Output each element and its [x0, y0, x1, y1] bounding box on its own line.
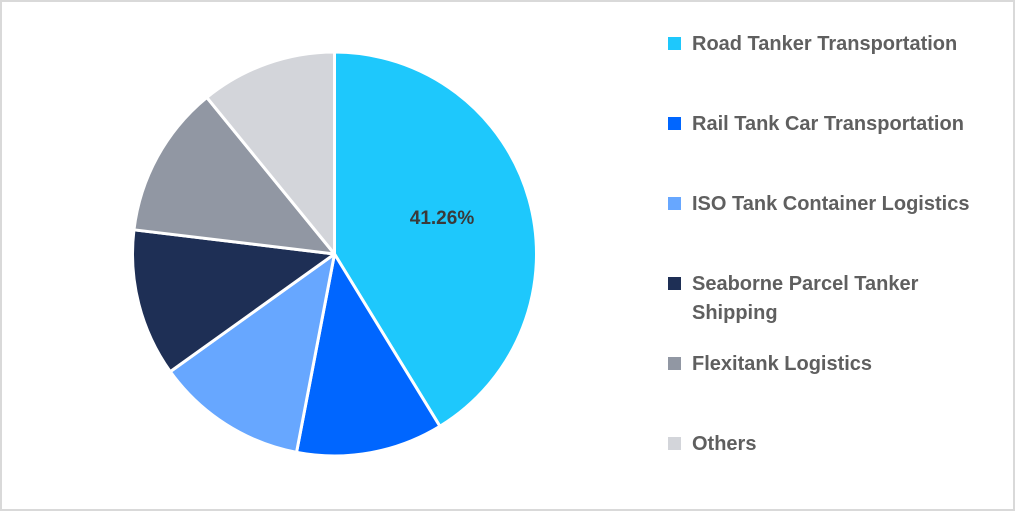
legend-item-road-tanker[interactable]: Road Tanker Transportation: [668, 30, 992, 59]
legend-item-rail-tank-car[interactable]: Rail Tank Car Transportation: [668, 110, 992, 139]
legend-label: Seaborne Parcel Tanker Shipping: [692, 273, 919, 324]
legend-swatch-icon: [668, 437, 681, 450]
legend-item-seaborne-parcel[interactable]: Seaborne Parcel Tanker Shipping: [668, 270, 952, 328]
pie-slice-iso-tank-container-logistics[interactable]: [168, 252, 336, 454]
pie-slice-rail-tank-car-transportation[interactable]: [295, 252, 442, 458]
legend-swatch-icon: [668, 357, 681, 370]
legend-item-others[interactable]: Others: [668, 430, 992, 459]
legend-label: Rail Tank Car Transportation: [692, 113, 964, 135]
pie-slice-road-tanker-transportation[interactable]: [333, 50, 538, 428]
legend-item-flexitank[interactable]: Flexitank Logistics: [668, 350, 992, 379]
pie-slice-flexitank-logistics[interactable]: [132, 95, 336, 256]
pie-slice-seaborne-parcel-tanker-shipping[interactable]: [131, 228, 336, 374]
legend-label: Others: [692, 433, 757, 455]
legend-item-iso-tank[interactable]: ISO Tank Container Logistics: [668, 190, 992, 219]
legend-swatch-icon: [668, 277, 681, 290]
legend-label: ISO Tank Container Logistics: [692, 193, 970, 215]
pie-slice-others[interactable]: [205, 50, 336, 256]
slice-data-label-road-tanker: 41.26%: [409, 208, 475, 229]
legend-swatch-icon: [668, 37, 681, 50]
legend-swatch-icon: [668, 197, 681, 210]
legend-swatch-icon: [668, 117, 681, 130]
legend-label: Road Tanker Transportation: [692, 33, 958, 55]
legend-label: Flexitank Logistics: [692, 353, 873, 375]
